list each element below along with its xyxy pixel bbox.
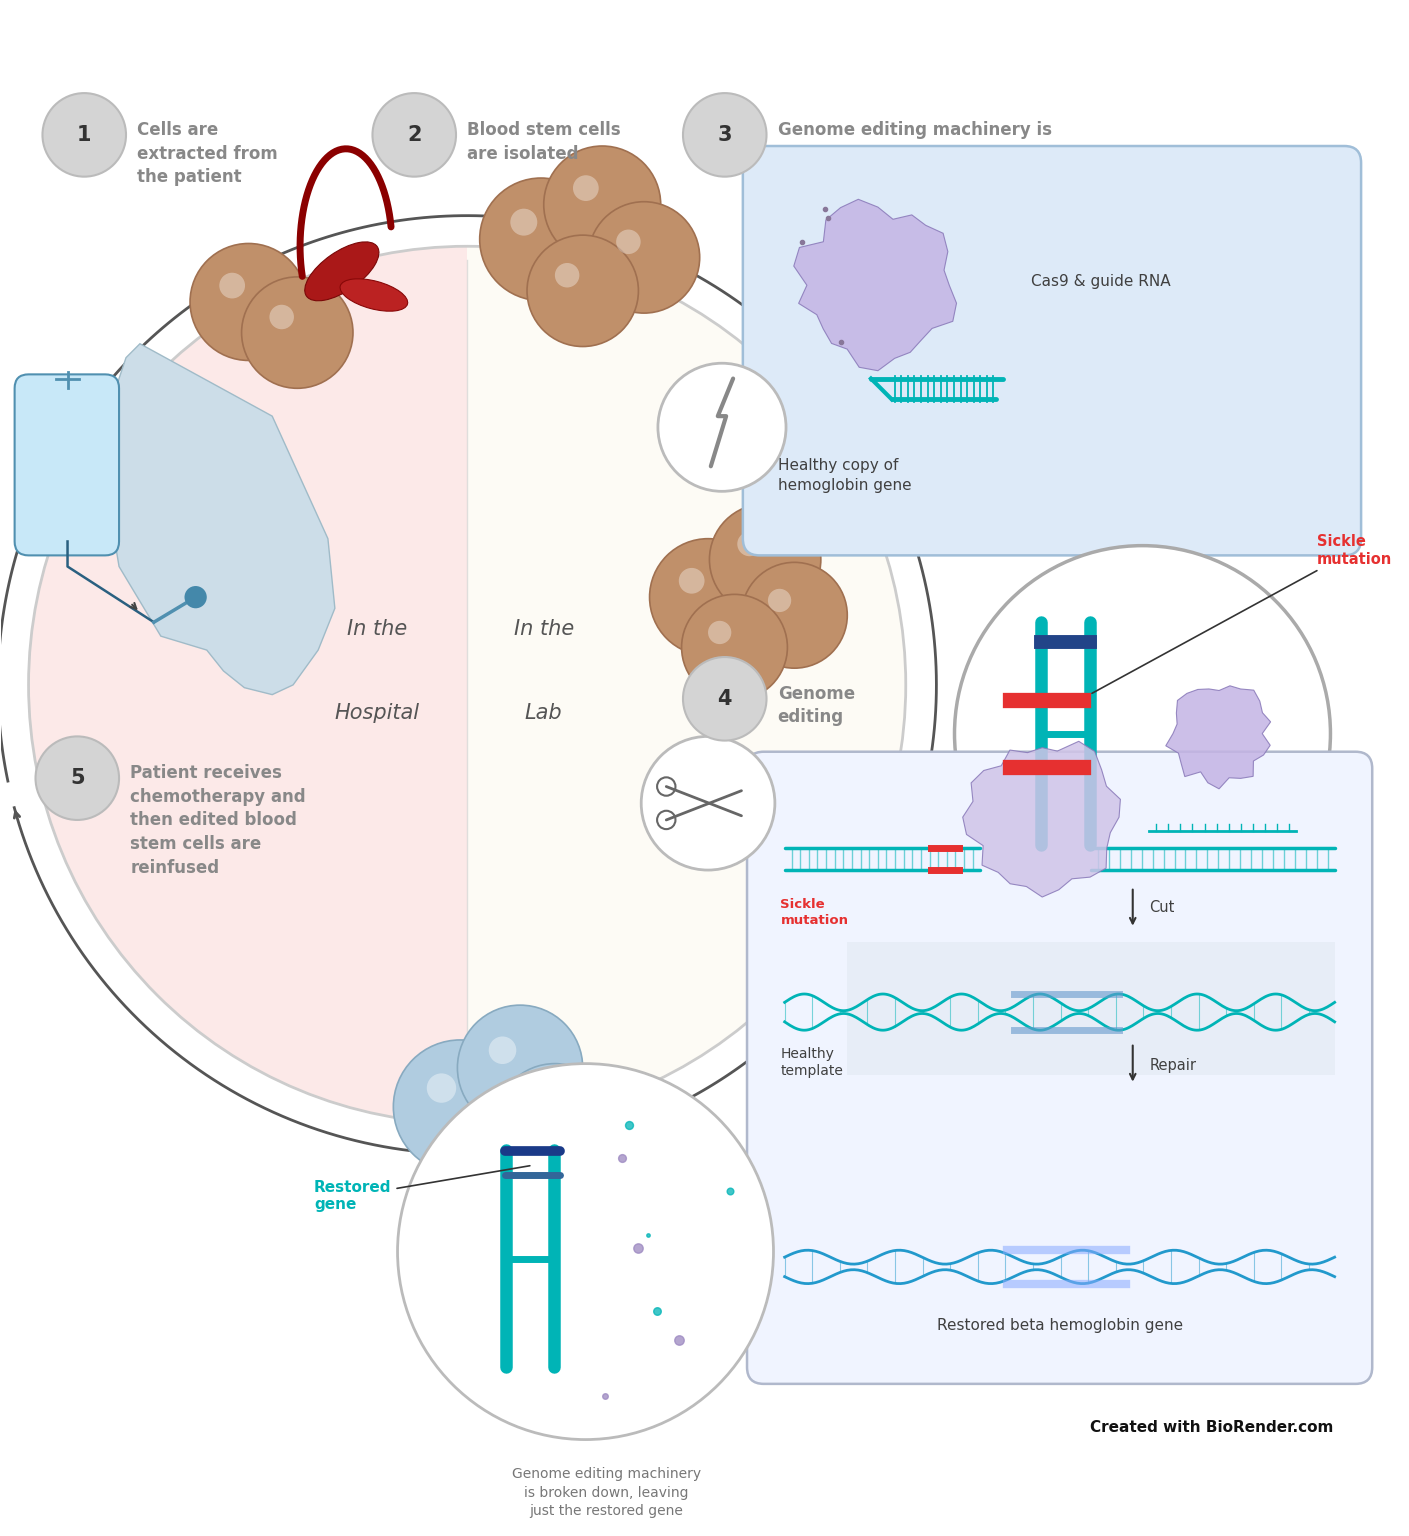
Text: Patient receives
chemotherapy and
then edited blood
stem cells are
reinfused: Patient receives chemotherapy and then e… [130,765,306,877]
Circle shape [372,94,457,177]
Text: Healthy copy of
hemoglobin gene: Healthy copy of hemoglobin gene [778,458,912,493]
Text: Cells are
extracted from
the patient: Cells are extracted from the patient [137,121,278,186]
Circle shape [462,1134,488,1160]
Circle shape [397,1063,774,1439]
Text: Restored
gene: Restored gene [314,1166,530,1212]
Circle shape [682,594,788,700]
Circle shape [393,1040,527,1174]
Circle shape [710,504,821,616]
Circle shape [683,657,766,740]
Text: Genome editing machinery
is broken down, leaving
just the restored gene: Genome editing machinery is broken down,… [511,1467,700,1518]
Text: Lab: Lab [526,703,562,723]
Text: Cas9 & guide RNA: Cas9 & guide RNA [1031,273,1171,289]
Circle shape [434,1106,548,1220]
Circle shape [185,587,207,608]
Circle shape [42,94,125,177]
Text: Sickle
mutation: Sickle mutation [781,899,848,926]
Text: Genome
editing: Genome editing [778,685,855,727]
Text: Genome editing machinery is
delivered to cells using
electricity: Genome editing machinery is delivered to… [778,121,1051,186]
Text: In the: In the [347,619,407,639]
Text: Cut: Cut [1150,900,1175,915]
Text: In the: In the [514,619,573,639]
Circle shape [683,94,766,177]
Circle shape [589,201,700,313]
Polygon shape [847,943,1334,1075]
Circle shape [527,235,638,347]
Text: Hospital: Hospital [334,703,418,723]
Circle shape [190,244,307,361]
Ellipse shape [340,280,407,312]
Circle shape [616,229,641,253]
Circle shape [555,263,579,287]
Polygon shape [106,344,335,694]
Text: Blood stem cells
are isolated: Blood stem cells are isolated [468,121,621,163]
Circle shape [544,146,661,263]
Text: 4: 4 [717,688,733,708]
Circle shape [241,276,354,389]
Circle shape [709,621,731,644]
Circle shape [650,539,766,656]
Ellipse shape [304,241,379,301]
Wedge shape [28,246,468,1123]
FancyBboxPatch shape [14,375,118,556]
Text: 3: 3 [717,124,733,144]
Circle shape [954,545,1330,922]
Polygon shape [793,200,957,370]
Circle shape [737,531,762,556]
Text: 5: 5 [70,768,85,788]
Circle shape [526,1094,551,1120]
Text: Created with BioRender.com: Created with BioRender.com [1091,1419,1334,1435]
Circle shape [427,1074,457,1103]
Circle shape [573,175,599,201]
Text: 1: 1 [77,124,92,144]
Circle shape [35,736,118,820]
Circle shape [495,1063,614,1183]
Circle shape [220,273,245,298]
Polygon shape [1165,685,1271,790]
FancyBboxPatch shape [747,751,1372,1384]
Circle shape [479,178,602,301]
Circle shape [658,362,786,492]
Text: Healthy
template: Healthy template [781,1048,844,1078]
Wedge shape [468,246,906,1123]
FancyBboxPatch shape [743,146,1361,556]
Text: Restored beta hemoglobin gene: Restored beta hemoglobin gene [937,1318,1182,1333]
Circle shape [269,304,294,329]
Circle shape [641,736,775,869]
Text: Sickle
mutation: Sickle mutation [1092,535,1392,693]
Polygon shape [962,742,1120,897]
Circle shape [458,1005,583,1130]
Circle shape [741,562,847,668]
Circle shape [510,209,537,235]
Text: Repair: Repair [1150,1057,1196,1072]
Circle shape [768,588,792,611]
Circle shape [489,1037,516,1064]
Circle shape [679,568,704,593]
Text: 2: 2 [407,124,421,144]
